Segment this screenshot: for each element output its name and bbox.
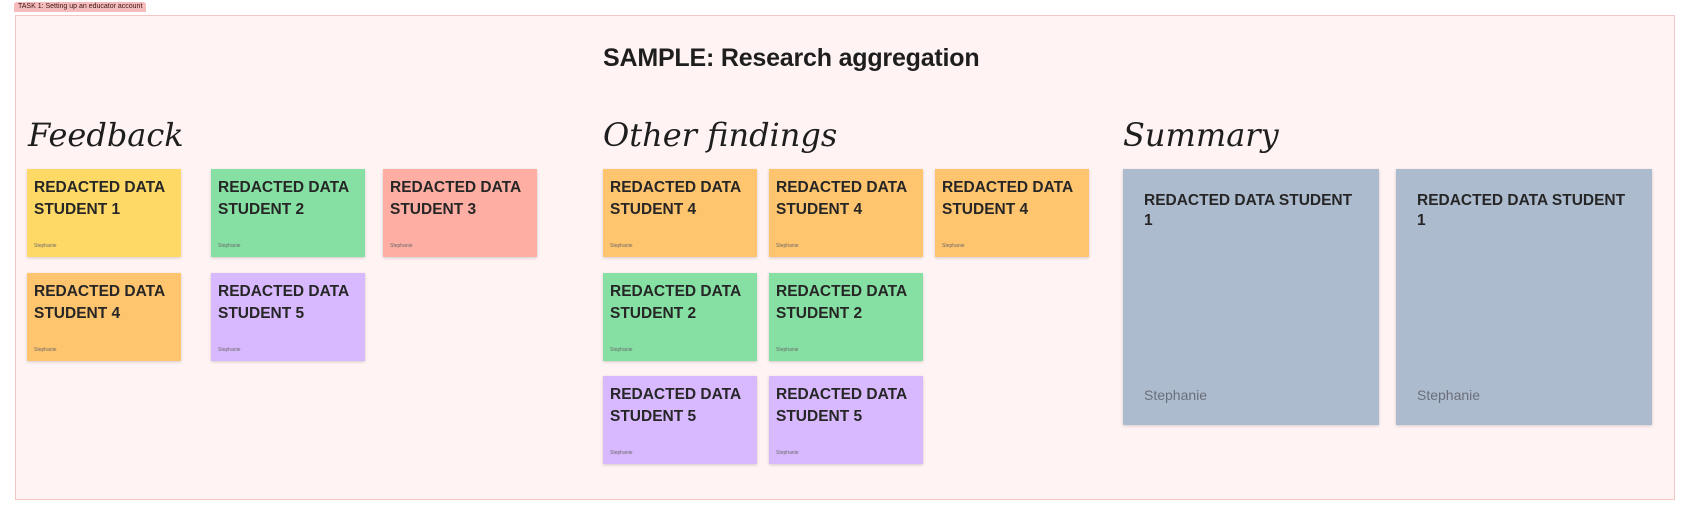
- section-tag[interactable]: TASK 1: Setting up an educator account: [14, 2, 147, 12]
- sticky-author: Stephanie: [34, 243, 57, 249]
- sticky-author: Stephanie: [1417, 387, 1481, 403]
- sticky-note[interactable]: REDACTED DATA STUDENT 5 Stephanie: [211, 273, 365, 361]
- sticky-author: Stephanie: [218, 347, 241, 353]
- sticky-note[interactable]: REDACTED DATA STUDENT 5 Stephanie: [603, 376, 757, 464]
- sticky-author: Stephanie: [34, 347, 57, 353]
- sticky-author: Stephanie: [776, 450, 799, 456]
- sticky-text: REDACTED DATA STUDENT 1: [1144, 192, 1353, 229]
- sticky-author: Stephanie: [1144, 387, 1208, 403]
- feedback-heading[interactable]: Feedback: [28, 116, 184, 154]
- sticky-text: REDACTED DATA STUDENT 4: [34, 283, 165, 322]
- sticky-note[interactable]: REDACTED DATA STUDENT 2 Stephanie: [603, 273, 757, 361]
- sticky-author: Stephanie: [390, 243, 413, 249]
- sticky-author: Stephanie: [942, 243, 965, 249]
- sticky-text: REDACTED DATA STUDENT 1: [34, 179, 165, 218]
- sticky-text: REDACTED DATA STUDENT 2: [776, 283, 907, 322]
- sticky-author: Stephanie: [610, 450, 633, 456]
- sticky-note[interactable]: REDACTED DATA STUDENT 4 Stephanie: [603, 169, 757, 257]
- other-findings-heading[interactable]: Other findings: [603, 116, 838, 154]
- sticky-text: REDACTED DATA STUDENT 4: [776, 179, 907, 218]
- sticky-note[interactable]: REDACTED DATA STUDENT 1 Stephanie: [27, 169, 181, 257]
- sticky-note[interactable]: REDACTED DATA STUDENT 4 Stephanie: [935, 169, 1089, 257]
- sticky-note[interactable]: REDACTED DATA STUDENT 4 Stephanie: [769, 169, 923, 257]
- sticky-text: REDACTED DATA STUDENT 5: [218, 283, 349, 322]
- sticky-author: Stephanie: [610, 243, 633, 249]
- summary-sticky-note[interactable]: REDACTED DATA STUDENT 1 Stephanie: [1396, 169, 1652, 425]
- board-title[interactable]: SAMPLE: Research aggregation: [603, 44, 980, 72]
- sticky-author: Stephanie: [776, 243, 799, 249]
- sticky-text: REDACTED DATA STUDENT 2: [218, 179, 349, 218]
- sticky-note[interactable]: REDACTED DATA STUDENT 2 Stephanie: [211, 169, 365, 257]
- sticky-author: Stephanie: [776, 347, 799, 353]
- sticky-note[interactable]: REDACTED DATA STUDENT 2 Stephanie: [769, 273, 923, 361]
- summary-sticky-note[interactable]: REDACTED DATA STUDENT 1 Stephanie: [1123, 169, 1379, 425]
- sticky-note[interactable]: REDACTED DATA STUDENT 3 Stephanie: [383, 169, 537, 257]
- sticky-author: Stephanie: [218, 243, 241, 249]
- sticky-note[interactable]: REDACTED DATA STUDENT 5 Stephanie: [769, 376, 923, 464]
- sticky-text: REDACTED DATA STUDENT 4: [942, 179, 1073, 218]
- summary-heading[interactable]: Summary: [1123, 116, 1279, 154]
- sticky-text: REDACTED DATA STUDENT 1: [1417, 192, 1626, 229]
- sticky-text: REDACTED DATA STUDENT 5: [610, 386, 741, 425]
- sticky-note[interactable]: REDACTED DATA STUDENT 4 Stephanie: [27, 273, 181, 361]
- sticky-text: REDACTED DATA STUDENT 3: [390, 179, 521, 218]
- sticky-text: REDACTED DATA STUDENT 4: [610, 179, 741, 218]
- sticky-text: REDACTED DATA STUDENT 2: [610, 283, 741, 322]
- sticky-author: Stephanie: [610, 347, 633, 353]
- sticky-text: REDACTED DATA STUDENT 5: [776, 386, 907, 425]
